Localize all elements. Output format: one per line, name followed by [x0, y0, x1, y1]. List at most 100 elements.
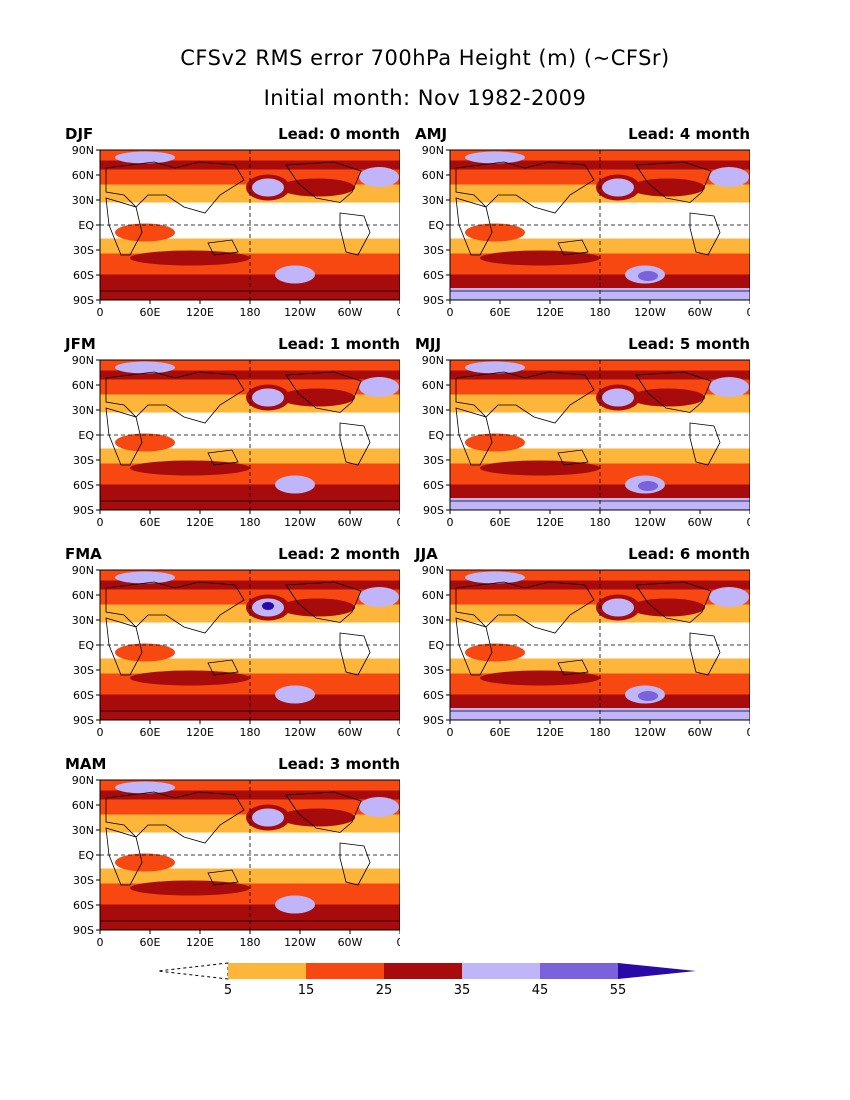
error-patch	[280, 388, 355, 407]
coastline	[689, 632, 721, 676]
error-band	[450, 360, 750, 371]
lat-tick-label: 60S	[423, 269, 444, 282]
error-band	[450, 274, 750, 289]
lon-tick-label: 0	[397, 516, 401, 529]
panel-fma: FMA Lead: 2 month 90N 60N 30N EQ 30S 60S 90S 0 6…	[55, 545, 400, 739]
lat-tick-label: 90S	[73, 714, 94, 727]
error-patch	[160, 607, 265, 623]
error-band	[100, 274, 400, 289]
error-patch	[115, 433, 175, 452]
colorbar-high-arrow	[618, 963, 696, 979]
lat-tick-label: 60S	[423, 479, 444, 492]
error-patch	[630, 388, 705, 407]
panel-jja: JJA Lead: 6 month 90N 60N 30N EQ 30S 60S 90S 0 6…	[405, 545, 750, 739]
lon-tick-label: 60W	[338, 726, 363, 739]
error-patch	[709, 167, 749, 187]
lon-tick-label: 0	[747, 306, 751, 319]
error-band	[100, 658, 400, 674]
lon-tick-label: 120W	[634, 306, 666, 319]
error-band	[450, 150, 750, 161]
figure-subtitle: Initial month: Nov 1982-2009	[263, 86, 587, 110]
lat-tick-label: 60N	[72, 169, 94, 182]
error-patch	[262, 602, 274, 610]
lon-tick-label: 180	[590, 306, 611, 319]
lon-tick-label: 180	[590, 516, 611, 529]
error-patch	[510, 187, 615, 203]
lat-tick-label: 90N	[72, 565, 94, 577]
coastline	[285, 161, 362, 203]
error-band	[450, 448, 750, 464]
panel-djf: DJF Lead: 0 month 90N 60N 30N EQ 30S 60S 90S 0 6…	[55, 125, 400, 319]
lat-tick-label: 90N	[72, 355, 94, 367]
error-patch	[709, 587, 749, 607]
rms-error-map: 90N60N30NEQ30S60S90S060E120E180120W60W0	[422, 145, 751, 319]
lat-tick-label: 30N	[72, 614, 94, 627]
error-patch	[602, 388, 634, 407]
coastline	[339, 422, 371, 466]
colorbar-label: 55	[610, 983, 627, 998]
colorbar-label: 5	[224, 983, 232, 998]
coastline	[689, 212, 721, 256]
lon-tick-label: 0	[97, 516, 104, 529]
lon-tick-label: 120W	[284, 306, 316, 319]
coastline	[285, 581, 362, 623]
error-patch	[115, 781, 175, 794]
lat-tick-label: 30N	[72, 194, 94, 207]
error-patch	[465, 643, 525, 662]
lat-tick-label: 60S	[423, 689, 444, 702]
colorbar-label: 35	[454, 983, 471, 998]
lat-tick-label: 30N	[422, 194, 444, 207]
colorbar-swatch	[306, 963, 384, 979]
lon-tick-label: 180	[240, 726, 261, 739]
error-patch	[275, 685, 315, 704]
error-patch	[280, 808, 355, 827]
error-patch	[638, 691, 658, 701]
error-patch	[630, 598, 705, 617]
coastline	[455, 371, 595, 424]
coastline	[635, 371, 712, 413]
panel-season-label: JFM	[65, 335, 96, 353]
lat-tick-label: 60N	[72, 589, 94, 602]
error-band	[100, 570, 400, 581]
error-patch	[115, 151, 175, 164]
coastline	[557, 239, 589, 256]
lat-tick-label: 90S	[73, 504, 94, 517]
lon-tick-label: 0	[747, 516, 751, 529]
lon-tick-label: 0	[97, 306, 104, 319]
error-patch	[359, 587, 399, 607]
lat-tick-label: 90S	[423, 714, 444, 727]
coastline	[455, 161, 595, 214]
error-patch	[638, 481, 658, 491]
lat-tick-label: 30S	[423, 244, 444, 257]
lon-tick-label: 60E	[140, 306, 161, 319]
lon-tick-label: 180	[590, 726, 611, 739]
coastline	[455, 581, 595, 634]
error-patch	[275, 895, 315, 914]
error-patch	[465, 361, 525, 374]
lat-tick-label: 90N	[422, 355, 444, 367]
panel-lead-label: Lead: 0 month	[278, 125, 400, 143]
lat-tick-label: 30S	[423, 454, 444, 467]
lat-tick-label: EQ	[428, 639, 444, 652]
lon-tick-label: 120W	[284, 726, 316, 739]
error-field	[100, 570, 400, 720]
lon-tick-label: 120E	[186, 306, 214, 319]
error-patch	[638, 271, 658, 281]
lon-tick-label: 60W	[688, 306, 713, 319]
lon-tick-label: 60E	[490, 516, 511, 529]
rms-error-map: 90N60N30NEQ30S60S90S060E120E180120W60W0	[72, 565, 400, 739]
lat-tick-label: 30N	[72, 404, 94, 417]
error-patch	[465, 571, 525, 584]
error-band	[100, 484, 400, 499]
lon-tick-label: 60W	[338, 306, 363, 319]
coastline	[635, 581, 712, 623]
colorbar-swatch	[228, 963, 306, 979]
error-patch	[275, 265, 315, 284]
colorbar-swatch	[540, 963, 618, 979]
lon-tick-label: 0	[747, 726, 751, 739]
coastline	[635, 161, 712, 203]
lon-tick-label: 60W	[688, 726, 713, 739]
lat-tick-label: 60S	[73, 899, 94, 912]
lat-tick-label: 60S	[73, 269, 94, 282]
error-band	[450, 658, 750, 674]
